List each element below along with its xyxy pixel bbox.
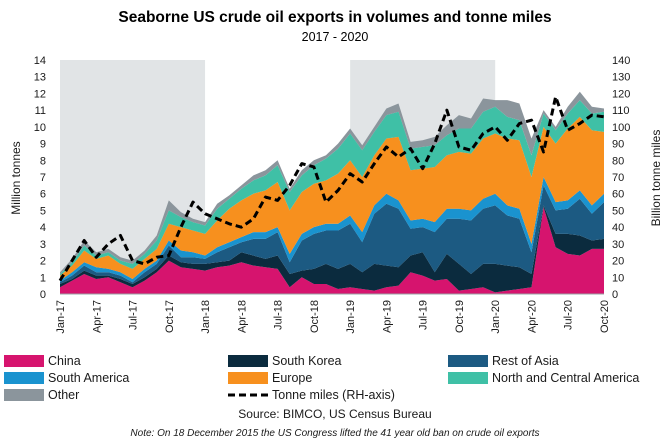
legend-item-europe: Europe <box>228 371 312 385</box>
y2-tick-label: 10 <box>612 272 624 284</box>
x-tick-label: Jan-19 <box>345 300 357 334</box>
y2-tick-label: 50 <box>612 205 624 217</box>
y2-tick-label: 110 <box>612 105 630 117</box>
legend-label: Tonne miles (RH-axis) <box>272 388 395 402</box>
legend-swatch <box>448 372 488 384</box>
x-tick-label: Oct-20 <box>599 300 611 333</box>
x-tick-label: Jul-18 <box>273 300 285 330</box>
source-text: Source: BIMCO, US Census Bureau <box>238 407 431 421</box>
note-text: Note: On 18 December 2015 the US Congres… <box>130 428 539 439</box>
y-tick-label: 8 <box>40 155 46 167</box>
x-tick-label: Apr-17 <box>91 300 103 333</box>
y2-tick-label: 120 <box>612 88 630 100</box>
area-series <box>60 91 604 294</box>
y-tick-label: 11 <box>35 105 46 117</box>
y-tick-label: 12 <box>34 88 46 100</box>
y2-tick-label: 80 <box>612 155 624 167</box>
legend-item-tonne-miles: Tonne miles (RH-axis) <box>228 388 395 402</box>
y-tick-label: 5 <box>40 205 46 217</box>
x-tick-label: Jan-17 <box>55 300 67 334</box>
y-tick-label: 13 <box>34 72 46 84</box>
x-tick-label: Jan-20 <box>490 300 502 334</box>
legend-item-rest-of-asia: Rest of Asia <box>448 354 559 368</box>
x-tick-label: Jul-19 <box>418 300 430 330</box>
y-tick-label: 1 <box>40 272 46 284</box>
y-tick-label: 0 <box>40 289 46 301</box>
y2-tick-label: 100 <box>612 122 630 134</box>
legend-swatch <box>4 355 44 367</box>
x-tick-label: Apr-19 <box>381 300 393 333</box>
line-tonne-miles <box>58 95 605 282</box>
y2-tick-label: 30 <box>612 239 624 251</box>
legend-swatch <box>448 355 488 367</box>
y2-tick-label: 0 <box>612 289 618 301</box>
legend-item-south-america: South America <box>4 371 129 385</box>
chart-title: Seaborne US crude oil exports in volumes… <box>118 9 551 26</box>
legend-label: Europe <box>272 371 312 385</box>
y2-tick-label: 40 <box>612 222 624 234</box>
y2-tick-label: 60 <box>612 189 624 201</box>
y-tick-label: 7 <box>40 172 46 184</box>
chart-subtitle: 2017 - 2020 <box>302 30 369 44</box>
y-tick-label: 3 <box>40 239 46 251</box>
area-rest-of-asia <box>60 185 604 284</box>
legend: China South Korea Rest of Asia South Americ… <box>4 354 639 402</box>
x-tick-label: Jul-17 <box>128 300 140 330</box>
line-series <box>58 95 605 282</box>
legend-swatch <box>228 355 268 367</box>
y-tick-label: 9 <box>40 139 46 151</box>
x-tick-label: Apr-18 <box>236 300 248 333</box>
legend-item-china: China <box>4 354 81 368</box>
x-tick-label: Oct-18 <box>309 300 321 333</box>
y-tick-label: 4 <box>40 222 46 234</box>
y2-tick-label: 130 <box>612 72 630 84</box>
area-china <box>60 207 604 294</box>
x-tick-label: Oct-17 <box>164 300 176 333</box>
area-north-and-central-america <box>60 100 604 276</box>
y2-tick-label: 20 <box>612 256 624 268</box>
y-tick-label: 2 <box>40 256 46 268</box>
y2-tick-label: 90 <box>612 139 624 151</box>
legend-item-other: Other <box>4 388 79 402</box>
axes: 0123456789101112131401020304050607080901… <box>34 55 631 334</box>
y2-axis-title: Billion tonne miles <box>649 130 663 227</box>
legend-label: South Korea <box>272 354 342 368</box>
legend-swatch <box>228 372 268 384</box>
x-tick-label: Apr-20 <box>526 300 538 333</box>
area-south-korea <box>60 205 604 293</box>
area-europe <box>60 116 604 281</box>
legend-label: China <box>48 354 81 368</box>
area-south-america <box>60 177 604 283</box>
legend-label: Other <box>48 388 79 402</box>
y2-tick-label: 70 <box>612 172 624 184</box>
legend-item-south-korea: South Korea <box>228 354 342 368</box>
legend-label: South America <box>48 371 129 385</box>
x-tick-label: Jul-20 <box>563 300 575 330</box>
y-axis-title: Million tonnes <box>9 141 23 214</box>
y2-tick-label: 140 <box>612 55 630 67</box>
legend-item-north-and-central-america: North and Central America <box>448 371 639 385</box>
x-tick-label: Oct-19 <box>454 300 466 333</box>
legend-swatch <box>4 389 44 401</box>
legend-label: North and Central America <box>492 371 639 385</box>
y-tick-label: 6 <box>40 189 46 201</box>
y-tick-label: 14 <box>34 55 46 67</box>
x-tick-label: Jan-18 <box>200 300 212 334</box>
y-tick-label: 10 <box>34 122 46 134</box>
legend-label: Rest of Asia <box>492 354 559 368</box>
legend-swatch <box>4 372 44 384</box>
area-other <box>60 91 604 274</box>
